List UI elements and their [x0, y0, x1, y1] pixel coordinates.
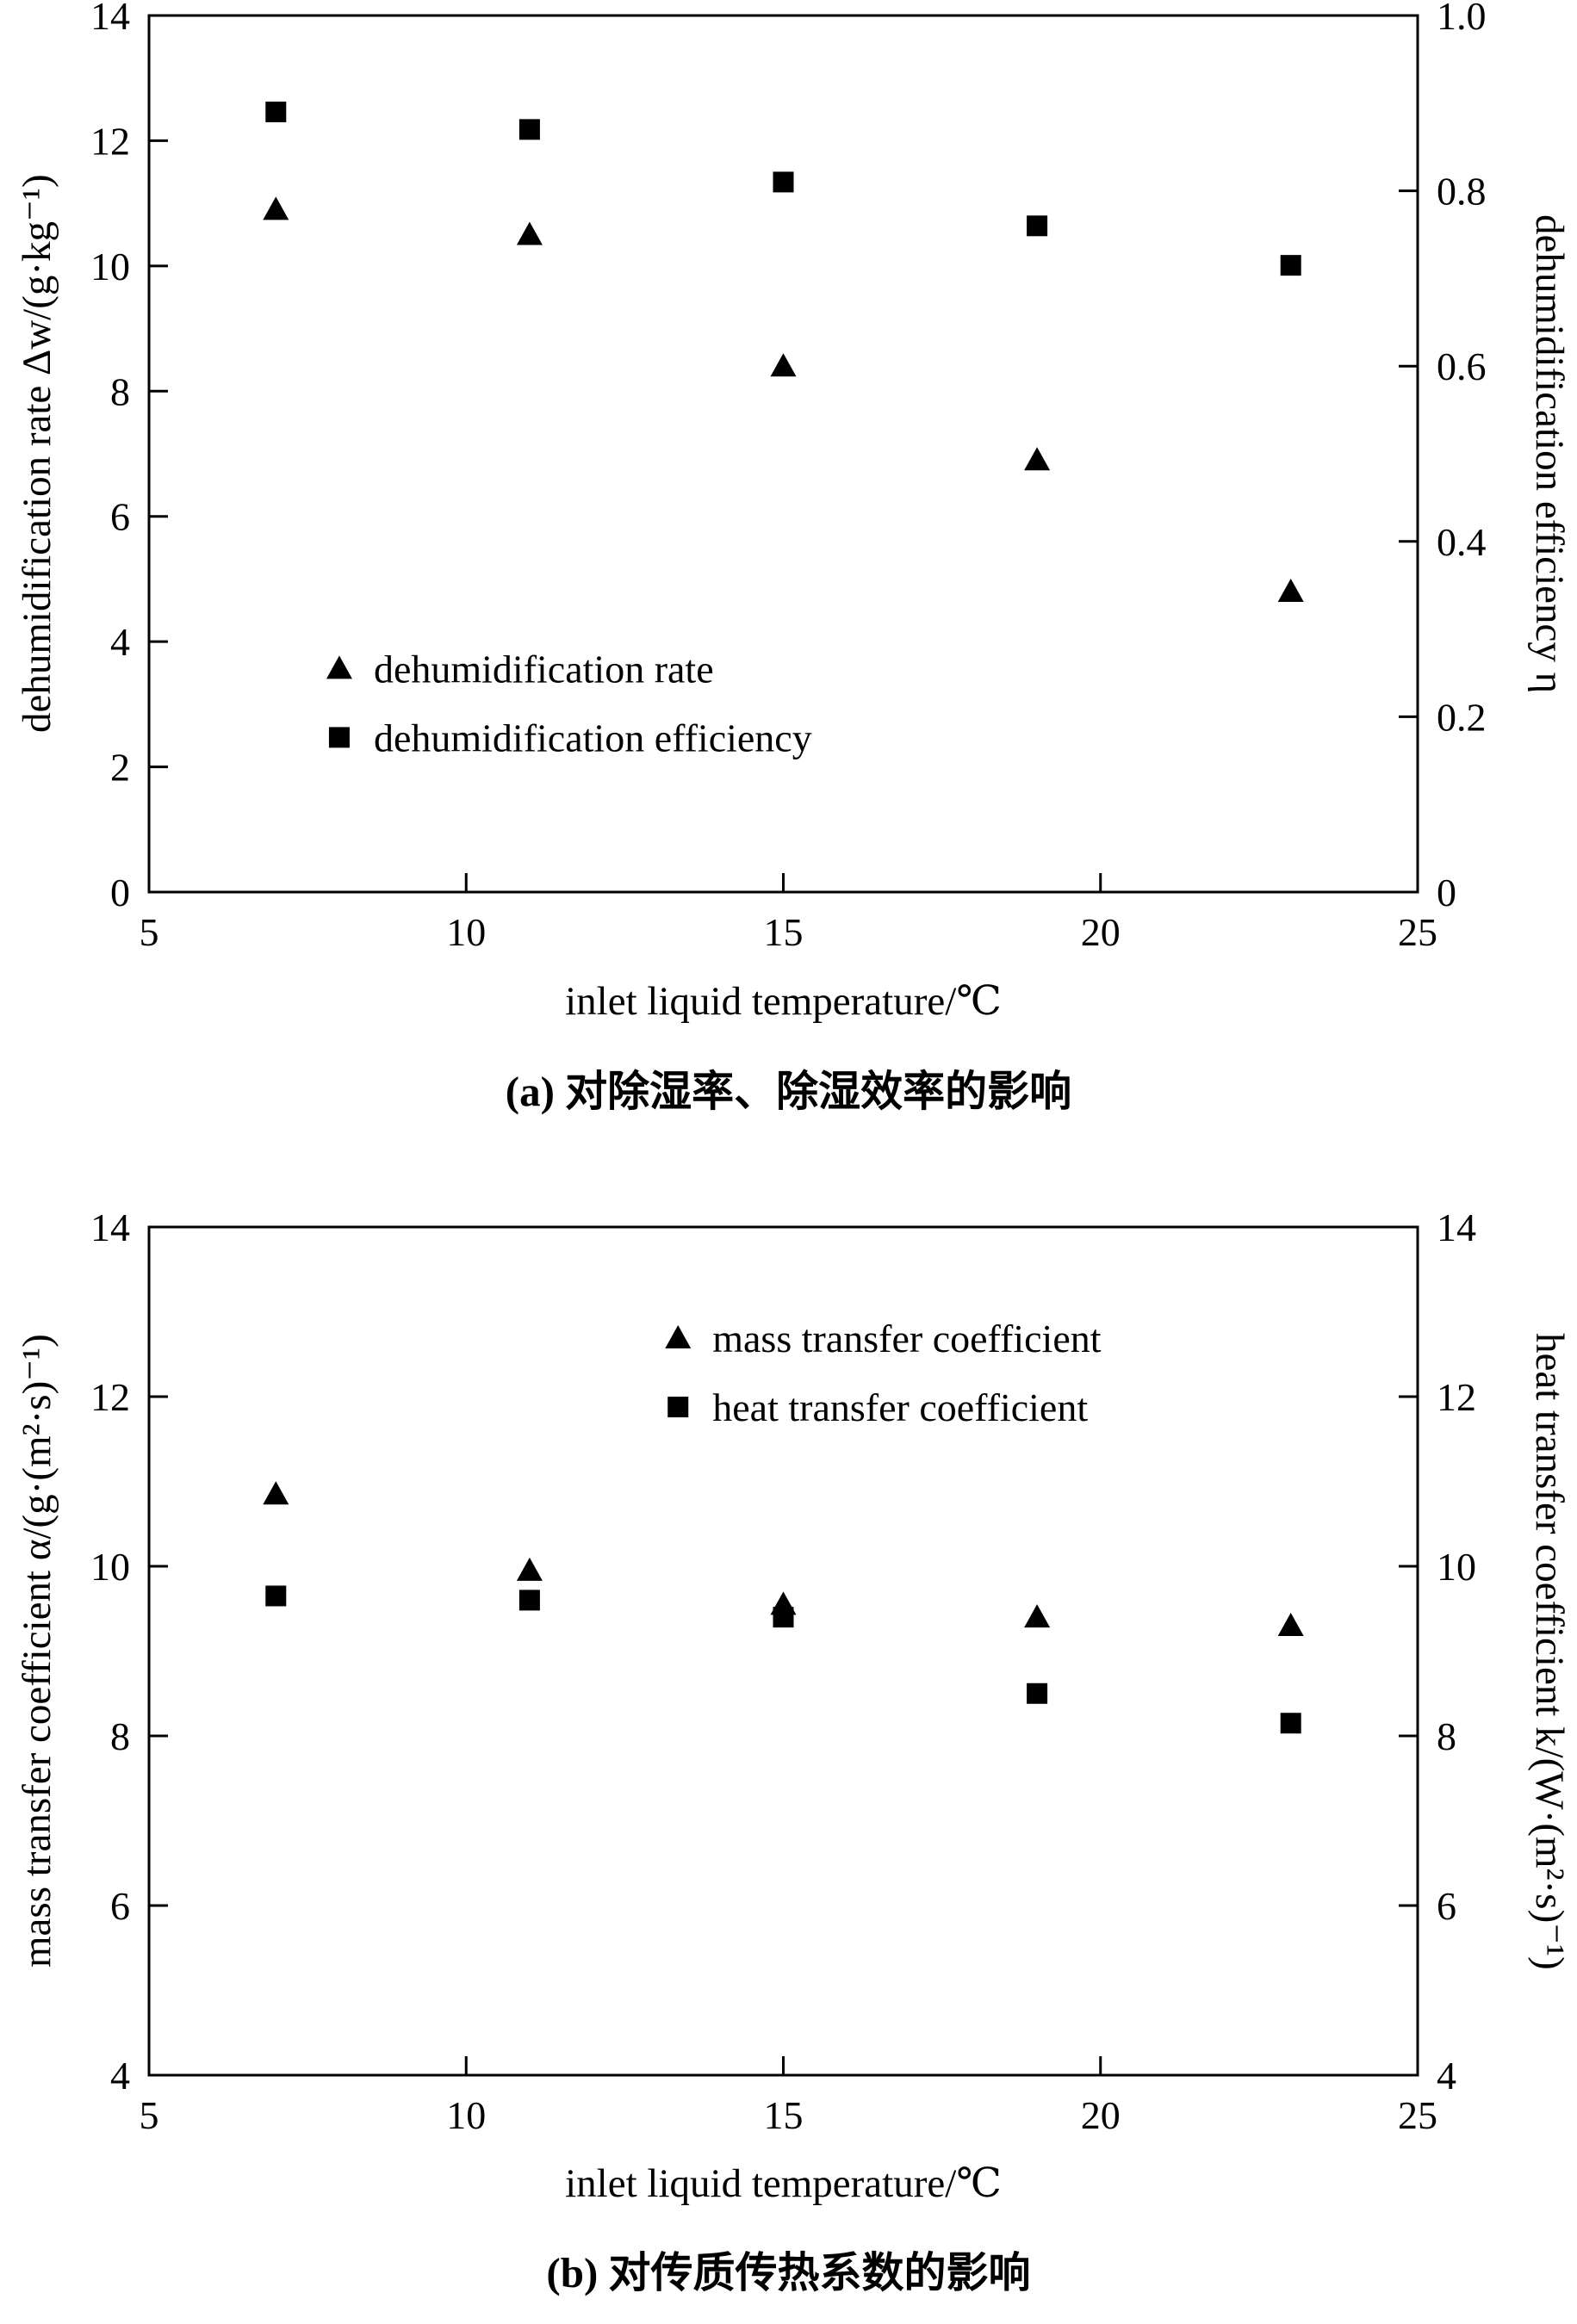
- y-tick-right-label: 0.2: [1437, 695, 1487, 739]
- data-point-square-icon: [518, 1590, 540, 1611]
- data-point-square-icon: [1027, 1683, 1048, 1704]
- y-tick-right-label: 10: [1437, 1545, 1476, 1589]
- data-point-triangle-icon: [770, 353, 797, 377]
- data-point-triangle-icon: [516, 221, 543, 245]
- y-tick-right-label: 1.0: [1437, 0, 1487, 38]
- y-tick-left-label: 6: [110, 495, 130, 539]
- legend-marker-triangle-icon: [665, 1325, 692, 1349]
- x-tick-label: 5: [140, 910, 159, 954]
- chart-a-ylabel-right: dehumidification efficiency η: [1527, 214, 1572, 694]
- data-point-triangle-icon: [263, 196, 289, 220]
- y-tick-left-label: 12: [90, 119, 130, 163]
- x-tick-label: 5: [140, 2093, 159, 2137]
- y-tick-left-label: 2: [110, 746, 130, 790]
- data-point-triangle-icon: [263, 1481, 289, 1505]
- y-tick-right-label: 0: [1437, 871, 1456, 914]
- y-tick-right-label: 14: [1437, 1205, 1476, 1249]
- y-tick-left-label: 0: [110, 871, 130, 914]
- y-tick-left-label: 14: [90, 0, 130, 38]
- data-point-triangle-icon: [516, 1557, 543, 1581]
- data-point-square-icon: [265, 1585, 287, 1607]
- y-tick-left-label: 6: [110, 1884, 130, 1928]
- chart-a-xlabel: inlet liquid temperature/℃: [565, 979, 1002, 1024]
- data-point-triangle-icon: [1024, 1604, 1051, 1628]
- chart-b-ylabel-right: heat transfer coefficient k/(W·(m²·s)⁻¹): [1527, 1332, 1572, 1970]
- plot-border: [147, 14, 1419, 894]
- data-point-square-icon: [773, 1607, 794, 1628]
- legend-label: dehumidification efficiency: [374, 716, 812, 759]
- y-tick-left-label: 14: [90, 1205, 130, 1249]
- x-tick-label: 10: [446, 910, 486, 954]
- legend-label: mass transfer coefficient: [712, 1317, 1102, 1360]
- data-point-square-icon: [773, 171, 794, 193]
- data-point-triangle-icon: [1277, 1612, 1304, 1636]
- legend-label: dehumidification rate: [374, 647, 714, 691]
- data-point-square-icon: [1280, 255, 1301, 276]
- legend-marker-square-icon: [328, 727, 350, 748]
- y-tick-right-label: 0.6: [1437, 344, 1487, 388]
- y-tick-left-label: 8: [110, 1714, 130, 1758]
- data-point-square-icon: [265, 101, 287, 122]
- y-tick-right-label: 6: [1437, 1884, 1456, 1928]
- data-point-square-icon: [518, 119, 540, 140]
- y-tick-right-label: 0.4: [1437, 520, 1487, 564]
- y-tick-left-label: 4: [110, 620, 130, 664]
- y-tick-right-label: 0.8: [1437, 170, 1487, 214]
- x-tick-label: 10: [446, 2093, 486, 2137]
- y-tick-right-label: 4: [1437, 2054, 1456, 2098]
- y-tick-left-label: 12: [90, 1375, 130, 1419]
- legend-marker-triangle-icon: [326, 655, 352, 679]
- chart-b: mass transfer coefficient α/(g·(m²·s)⁻¹)…: [0, 1197, 1577, 2324]
- data-point-triangle-icon: [1024, 447, 1051, 471]
- legend-marker-square-icon: [667, 1397, 689, 1418]
- chart-b-xlabel: inlet liquid temperature/℃: [565, 2161, 1002, 2206]
- x-tick-label: 15: [764, 910, 804, 954]
- legend-label: heat transfer coefficient: [712, 1385, 1088, 1429]
- x-tick-label: 25: [1398, 910, 1437, 954]
- x-tick-label: 20: [1081, 910, 1121, 954]
- x-tick-label: 20: [1081, 2093, 1121, 2137]
- y-tick-right-label: 8: [1437, 1714, 1456, 1758]
- chart-b-caption: (b) 对传质传热系数的影响: [546, 2249, 1031, 2296]
- x-tick-label: 15: [764, 2093, 804, 2137]
- chart-a: dehumidification rate Δw/(g·kg⁻¹) dehumi…: [0, 0, 1577, 1145]
- y-tick-left-label: 8: [110, 369, 130, 413]
- chart-a-caption: (a) 对除湿率、除湿效率的影响: [505, 1068, 1072, 1115]
- chart-a-plot-area: 5 10 15 20 250246810121400.20.40.60.81.0dehu…: [90, 0, 1487, 954]
- y-tick-left-label: 10: [90, 245, 130, 288]
- y-tick-right-label: 12: [1437, 1375, 1476, 1419]
- y-tick-left-label: 10: [90, 1545, 130, 1589]
- data-point-triangle-icon: [1277, 578, 1304, 602]
- y-tick-left-label: 4: [110, 2054, 130, 2098]
- x-tick-label: 25: [1398, 2093, 1437, 2137]
- data-point-square-icon: [1280, 1713, 1301, 1734]
- data-point-square-icon: [1027, 215, 1048, 237]
